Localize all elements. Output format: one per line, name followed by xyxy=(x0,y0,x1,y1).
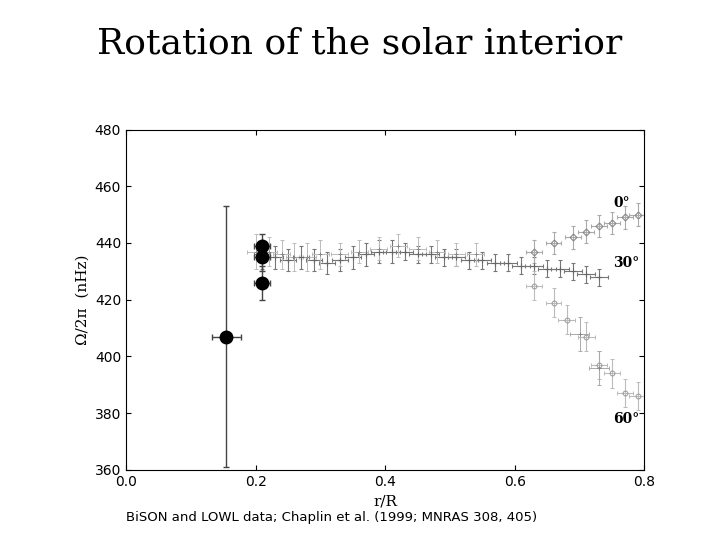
Text: 0°: 0° xyxy=(613,197,630,210)
Text: 60°: 60° xyxy=(613,412,639,426)
Text: BiSON and LOWL data; Chaplin et al. (1999; MNRAS 308, 405): BiSON and LOWL data; Chaplin et al. (199… xyxy=(126,511,537,524)
X-axis label: r/R: r/R xyxy=(373,494,397,508)
Text: 30°: 30° xyxy=(613,256,639,270)
Y-axis label: Ω/2π  (nHz): Ω/2π (nHz) xyxy=(75,254,89,345)
Text: Rotation of the solar interior: Rotation of the solar interior xyxy=(97,27,623,61)
